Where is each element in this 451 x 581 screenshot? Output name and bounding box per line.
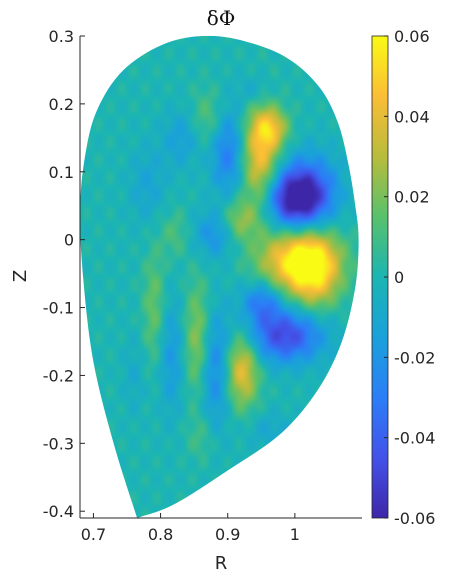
y-tick-label: -0.2 <box>43 366 74 385</box>
colorbar-ticks: 0.06 0.04 0.02 0 -0.02 -0.04 -0.06 <box>384 27 435 528</box>
y-tick-label: -0.4 <box>43 502 74 521</box>
y-tick-label: 0.3 <box>49 27 74 46</box>
x-tick-label: 0.8 <box>148 525 173 544</box>
colorbar-tick-label: -0.04 <box>394 429 435 448</box>
x-tick-label: 0.7 <box>81 525 106 544</box>
x-axis-label: R <box>215 553 228 574</box>
colorbar-tick-label: -0.02 <box>394 348 435 367</box>
y-tick-label: -0.1 <box>43 299 74 318</box>
colorbar-tick-label: -0.06 <box>394 509 435 528</box>
x-ticks: 0.7 0.8 0.9 1 <box>81 513 300 544</box>
colorbar-tick-label: 0.04 <box>394 107 430 126</box>
y-ticks: 0.3 0.2 0.1 0 -0.1 -0.2 -0.3 -0.4 <box>43 27 85 521</box>
x-tick-label: 1 <box>290 525 300 544</box>
y-tick-label: 0.2 <box>49 95 74 114</box>
y-axis-label: Z <box>10 270 31 282</box>
plot-area <box>80 36 359 518</box>
colorbar-tick-label: 0 <box>394 268 404 287</box>
colorbar-tick-label: 0.06 <box>394 27 430 46</box>
colorbar-tick-label: 0.02 <box>394 188 430 207</box>
y-tick-label: 0.1 <box>49 163 74 182</box>
y-tick-label: 0 <box>64 231 74 250</box>
heatmap-field <box>80 36 359 518</box>
y-tick-label: -0.3 <box>43 434 74 453</box>
chart-title: δΦ <box>207 6 235 30</box>
x-tick-label: 0.9 <box>215 525 240 544</box>
